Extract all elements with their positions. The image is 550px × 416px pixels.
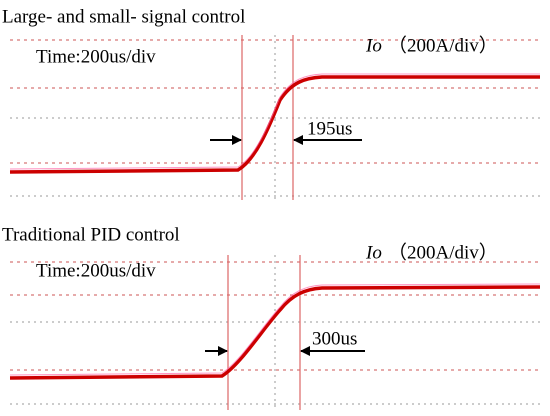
trace — [9, 285, 541, 380]
measurement: 195us — [307, 118, 352, 139]
panel-title: Large- and small- signal control — [2, 6, 245, 27]
timebase: Time:200us/div — [36, 260, 156, 281]
scope-panel: Large- and small- signal control Time:20… — [2, 6, 540, 200]
scope-panel: Traditional PID control Time:200us/div I… — [2, 224, 541, 410]
trace — [9, 73, 540, 170]
panel-title: Traditional PID control — [2, 224, 180, 245]
trace — [9, 283, 541, 376]
scale-symbol: Io — [365, 242, 382, 263]
scale: （200A/div） — [388, 241, 498, 263]
timebase: Time:200us/div — [36, 46, 156, 67]
scale: （200A/div） — [388, 34, 498, 56]
scale-symbol: Io — [365, 35, 382, 56]
trace — [9, 75, 540, 174]
measurement: 300us — [312, 328, 357, 349]
